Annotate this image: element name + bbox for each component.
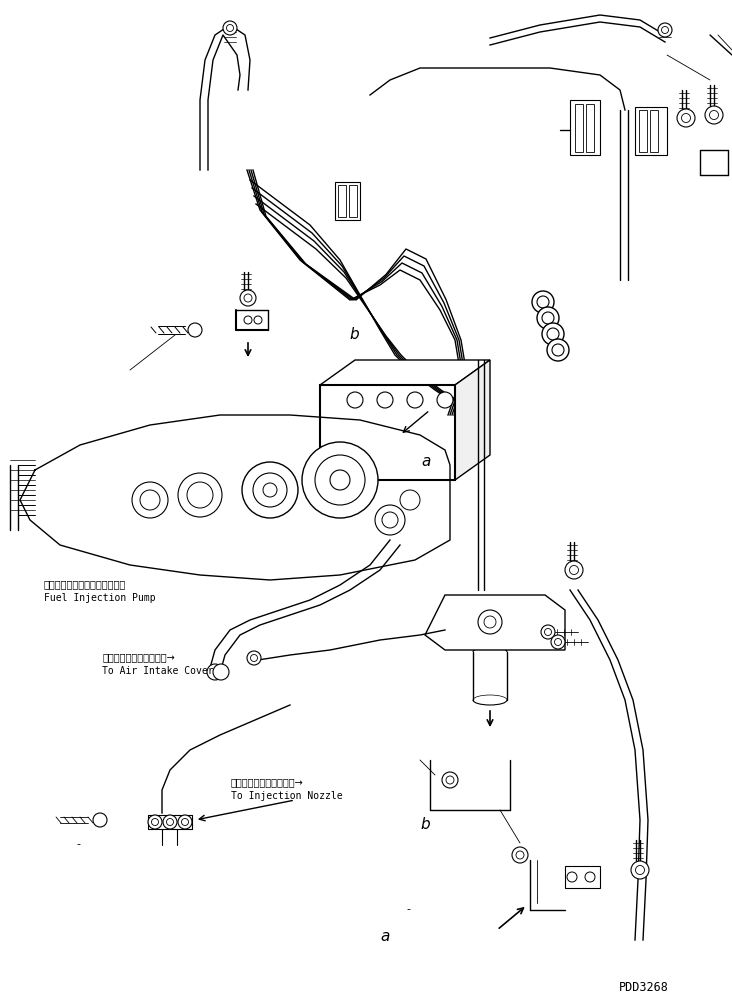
Circle shape [542, 323, 564, 345]
Circle shape [178, 815, 192, 829]
Polygon shape [320, 360, 490, 385]
Circle shape [484, 616, 496, 628]
Circle shape [254, 316, 262, 324]
Bar [650, 110, 658, 152]
Circle shape [552, 344, 564, 356]
Circle shape [315, 455, 365, 505]
Circle shape [677, 109, 695, 127]
Polygon shape [425, 595, 565, 650]
Circle shape [555, 638, 561, 645]
Text: -: - [77, 839, 81, 849]
Circle shape [551, 635, 565, 649]
Circle shape [244, 316, 252, 324]
Circle shape [163, 815, 177, 829]
Circle shape [569, 565, 578, 574]
Bar [349, 185, 357, 217]
Bar [565, 866, 600, 888]
Circle shape [446, 776, 454, 784]
Circle shape [347, 392, 363, 408]
Circle shape [226, 25, 234, 32]
Text: b: b [350, 327, 359, 343]
Circle shape [244, 294, 252, 302]
Text: PDD3268: PDD3268 [619, 980, 668, 994]
Circle shape [541, 625, 555, 639]
Circle shape [532, 291, 554, 313]
Circle shape [585, 872, 595, 882]
Text: Fuel Injection Pump: Fuel Injection Pump [44, 593, 155, 603]
Text: To Injection Nozzle: To Injection Nozzle [231, 791, 342, 801]
Circle shape [705, 106, 723, 124]
Text: フェルインジェクションポンプ: フェルインジェクションポンプ [44, 579, 126, 589]
Circle shape [437, 392, 453, 408]
Circle shape [478, 610, 502, 634]
Circle shape [377, 392, 393, 408]
Bar [635, 107, 667, 155]
Circle shape [178, 473, 222, 517]
Circle shape [400, 490, 420, 510]
Circle shape [442, 772, 458, 788]
Bar [639, 110, 647, 152]
Circle shape [547, 328, 559, 340]
Polygon shape [20, 415, 450, 580]
Circle shape [182, 818, 189, 825]
Text: a: a [421, 454, 430, 470]
Bar [586, 104, 594, 152]
Circle shape [537, 307, 559, 329]
Text: エアーインテークカバー→: エアーインテークカバー→ [102, 652, 175, 662]
Text: b: b [420, 816, 430, 832]
Circle shape [512, 847, 528, 863]
Circle shape [302, 442, 378, 518]
Circle shape [93, 813, 107, 827]
Circle shape [631, 861, 649, 879]
Circle shape [223, 21, 237, 35]
Circle shape [375, 505, 405, 535]
Circle shape [681, 114, 690, 123]
Circle shape [247, 651, 261, 665]
Circle shape [382, 512, 398, 528]
Circle shape [152, 818, 159, 825]
Circle shape [547, 339, 569, 361]
Bar [570, 100, 600, 155]
Text: インジェクションノズル→: インジェクションノズル→ [231, 777, 303, 787]
Polygon shape [455, 360, 490, 480]
Circle shape [662, 27, 668, 34]
Circle shape [207, 664, 223, 680]
Circle shape [567, 872, 577, 882]
Circle shape [537, 296, 549, 308]
Circle shape [187, 482, 213, 508]
Text: To Air Intake Cover: To Air Intake Cover [102, 666, 214, 676]
Circle shape [213, 664, 229, 680]
Circle shape [542, 312, 554, 324]
Circle shape [516, 851, 524, 859]
Circle shape [140, 490, 160, 510]
Bar [338, 185, 346, 217]
Text: a: a [381, 928, 390, 944]
Bar [335, 182, 360, 220]
Circle shape [330, 470, 350, 490]
Circle shape [240, 290, 256, 306]
Bar [320, 385, 455, 480]
Circle shape [407, 392, 423, 408]
Bar [575, 104, 583, 152]
Circle shape [188, 323, 202, 337]
Circle shape [565, 561, 583, 579]
Circle shape [242, 462, 298, 518]
Circle shape [658, 23, 672, 37]
Text: -: - [406, 904, 410, 914]
Circle shape [148, 815, 162, 829]
Circle shape [253, 473, 287, 507]
Circle shape [709, 111, 719, 120]
Circle shape [166, 818, 173, 825]
Circle shape [635, 865, 644, 874]
Circle shape [132, 482, 168, 518]
Circle shape [250, 654, 258, 661]
Circle shape [263, 483, 277, 497]
Circle shape [545, 628, 551, 635]
